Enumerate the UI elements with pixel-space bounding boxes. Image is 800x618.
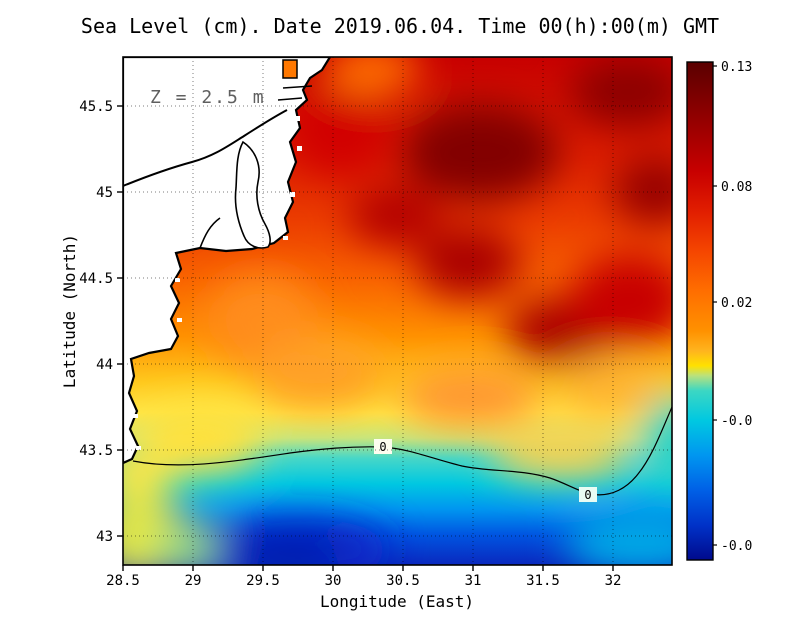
contour-label: 0 [584, 488, 591, 502]
x-tick-label: 28.5 [106, 573, 140, 589]
land-group [123, 57, 332, 465]
y-axis-title: Latitude (North) [60, 234, 79, 388]
contour-label-mask [579, 487, 597, 502]
colorbar-ticks [713, 65, 717, 546]
delta-channel [282, 85, 313, 89]
depth-annotation: Z = 2.5 m [150, 87, 266, 108]
sea-anomaly-blobs [123, 57, 672, 565]
x-tick-label: 32 [605, 573, 622, 589]
y-tick-label: 43.5 [79, 443, 113, 459]
delta-channel [277, 97, 303, 101]
x-tick-label: 29 [185, 573, 202, 589]
colorbar-label: -0.0 [721, 539, 752, 554]
danube-river [123, 109, 288, 187]
x-tick-label: 31.5 [526, 573, 560, 589]
y-tick-label: 44.5 [79, 271, 113, 287]
colorbar-label: 0.08 [721, 180, 752, 195]
y-tick-label: 44 [96, 357, 113, 373]
axis-ticks [117, 105, 614, 571]
colorbar-label: 0.13 [721, 60, 752, 75]
contour-label: 0 [379, 440, 386, 454]
x-tick-label: 31 [465, 573, 482, 589]
sea-field [123, 57, 672, 565]
y-tick-label: 45 [96, 185, 113, 201]
lagoon-outline [234, 140, 271, 249]
grid-lines [123, 57, 672, 565]
chart-title: Sea Level (cm). Date 2019.06.04. Time 00… [81, 14, 719, 38]
y-tick-label: 43 [96, 529, 113, 545]
x-tick-label: 30 [325, 573, 342, 589]
colorbar-border [686, 61, 714, 561]
colorbar-gradient [687, 62, 713, 560]
y-tick-label: 45.5 [79, 99, 113, 115]
x-tick-label: 30.5 [386, 573, 420, 589]
colorbar-label: -0.0 [721, 414, 752, 429]
x-axis-title: Longitude (East) [320, 592, 474, 611]
zero-contour [132, 406, 672, 496]
delta-lagoon-patch [282, 59, 298, 79]
colorbar-label: 0.02 [721, 296, 752, 311]
x-tick-label: 29.5 [246, 573, 280, 589]
colorbar: 0.13 0.08 0.02 -0.0 -0.0 [686, 60, 752, 561]
plot-border [122, 56, 673, 566]
river-branch [199, 217, 221, 249]
coast-notches [133, 116, 302, 450]
